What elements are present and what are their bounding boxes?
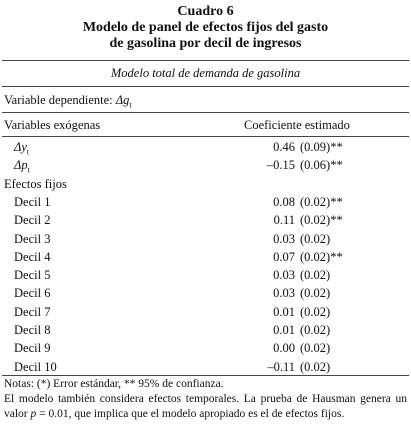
significance: ** bbox=[330, 194, 343, 209]
std-error: (0.02) bbox=[300, 268, 331, 283]
std-error-group: (0.02)** bbox=[300, 211, 343, 229]
rule bbox=[2, 60, 409, 61]
variable: Decil 5 bbox=[14, 268, 51, 283]
std-error: (0.02) bbox=[300, 341, 331, 356]
std-error: (0.02) bbox=[300, 231, 331, 246]
std-error-group: (0.02) bbox=[300, 303, 330, 321]
table-row: Decil 8 0.01 (0.02) bbox=[4, 321, 407, 339]
std-error: (0.06) bbox=[300, 158, 331, 173]
rule bbox=[2, 375, 409, 376]
title: de gasolina por decil de ingresos bbox=[109, 36, 302, 51]
coefficient: 0.01 bbox=[273, 323, 295, 337]
variable: Decil 3 bbox=[14, 231, 51, 246]
variable: Decil 4 bbox=[14, 249, 51, 264]
title-block: Cuadro 6 Modelo de panel de efectos fijo… bbox=[0, 4, 411, 52]
subscript: t bbox=[129, 100, 132, 110]
symbol: Δp bbox=[14, 158, 28, 173]
coefficient: 0.08 bbox=[273, 194, 295, 209]
coefficient: –0.15 bbox=[266, 158, 295, 173]
std-error: (0.02) bbox=[300, 249, 331, 264]
variable: Decil 9 bbox=[14, 341, 51, 356]
significance: ** bbox=[330, 140, 343, 154]
variable: Δpt bbox=[14, 156, 30, 180]
section-label: Efectos fijos bbox=[4, 176, 67, 191]
column-header: Variables exógenas bbox=[4, 118, 101, 132]
table-row: Decil 2 0.11 (0.02)** bbox=[4, 211, 407, 229]
std-error-group: (0.06)** bbox=[300, 156, 343, 174]
coefficient: –0.11 bbox=[267, 359, 295, 374]
text: p bbox=[30, 408, 37, 420]
dependent-variable: Variable dependiente: Δgt bbox=[4, 91, 407, 110]
std-error-group: (0.02) bbox=[300, 284, 330, 302]
std-error-group: (0.02) bbox=[300, 321, 330, 339]
variable: Decil 8 bbox=[14, 323, 51, 337]
std-error-group: (0.02) bbox=[300, 230, 330, 248]
column-header: Coeficiente estimado bbox=[244, 118, 350, 132]
rule bbox=[2, 112, 409, 113]
title: Modelo de panel de efectos fijos del gas… bbox=[82, 20, 329, 35]
coefficient: 0.03 bbox=[273, 286, 295, 301]
rule bbox=[2, 136, 409, 137]
std-error: (0.02) bbox=[300, 194, 331, 209]
symbol: Δg bbox=[115, 93, 130, 107]
table-row: Decil 4 0.07 (0.02)** bbox=[4, 248, 407, 266]
std-error: (0.02) bbox=[300, 213, 331, 228]
significance: ** bbox=[330, 249, 343, 264]
rule bbox=[2, 86, 409, 87]
variable: Decil 1 bbox=[14, 194, 51, 209]
text: = 0.01, que implica que el modelo apropi… bbox=[36, 408, 345, 420]
coefficient: 0.07 bbox=[273, 249, 295, 264]
variable: Decil 6 bbox=[14, 286, 51, 301]
std-error-group: (0.09)** bbox=[300, 138, 343, 156]
significance: ** bbox=[330, 213, 343, 228]
table-row: Decil 10 –0.11 (0.02) bbox=[4, 358, 407, 376]
table-row: Δyt 0.46 (0.09)** bbox=[4, 138, 407, 157]
coefficient: 0.01 bbox=[273, 304, 295, 319]
coefficient: 0.00 bbox=[273, 341, 295, 356]
notes: Notas: (*) Error estándar, ** 95% de con… bbox=[4, 377, 407, 422]
table-row: Decil 7 0.01 (0.02) bbox=[4, 303, 407, 321]
variable: Decil 10 bbox=[14, 359, 57, 374]
table-row: Decil 6 0.03 (0.02) bbox=[4, 284, 407, 302]
coefficient: 0.03 bbox=[273, 268, 295, 283]
coefficient: 0.03 bbox=[273, 231, 295, 246]
table-number: Cuadro 6 bbox=[177, 4, 234, 19]
variable: Decil 2 bbox=[14, 213, 51, 228]
table-row: Decil 5 0.03 (0.02) bbox=[4, 266, 407, 284]
table-row: Decil 3 0.03 (0.02) bbox=[4, 230, 407, 248]
std-error-group: (0.02) bbox=[300, 339, 330, 357]
subscript: t bbox=[26, 147, 30, 157]
label: Variable dependiente: bbox=[4, 93, 116, 107]
table-row: Decil 9 0.00 (0.02) bbox=[4, 339, 407, 357]
coefficient: 0.46 bbox=[273, 140, 295, 154]
subscript: t bbox=[27, 165, 30, 175]
variable: Decil 7 bbox=[14, 304, 51, 319]
symbol: Δy bbox=[14, 140, 27, 154]
significance: ** bbox=[330, 158, 343, 173]
subtitle: Modelo total de demanda de gasolina bbox=[110, 66, 301, 80]
std-error: (0.09) bbox=[300, 140, 331, 154]
std-error-group: (0.02)** bbox=[300, 248, 343, 266]
std-error-group: (0.02) bbox=[300, 266, 330, 284]
std-error-group: (0.02)** bbox=[300, 193, 343, 211]
std-error-group: (0.02) bbox=[300, 358, 330, 376]
text: El modelo también considera efectos temp… bbox=[4, 393, 407, 420]
note: El modelo también considera efectos temp… bbox=[4, 392, 407, 422]
std-error: (0.02) bbox=[300, 359, 331, 374]
header-row: Variables exógenas Coeficiente estimado bbox=[4, 116, 407, 134]
std-error: (0.02) bbox=[300, 286, 331, 301]
std-error: (0.02) bbox=[300, 323, 331, 337]
table-row: Decil 1 0.08 (0.02)** bbox=[4, 193, 407, 211]
variable: Δyt bbox=[14, 138, 29, 162]
std-error: (0.02) bbox=[300, 304, 331, 319]
note: Notas: (*) Error estándar, ** 95% de con… bbox=[4, 378, 224, 390]
coefficient: 0.11 bbox=[273, 213, 295, 228]
table-row: Efectos fijos bbox=[4, 175, 407, 193]
table-row: Δpt –0.15 (0.06)** bbox=[4, 156, 407, 175]
